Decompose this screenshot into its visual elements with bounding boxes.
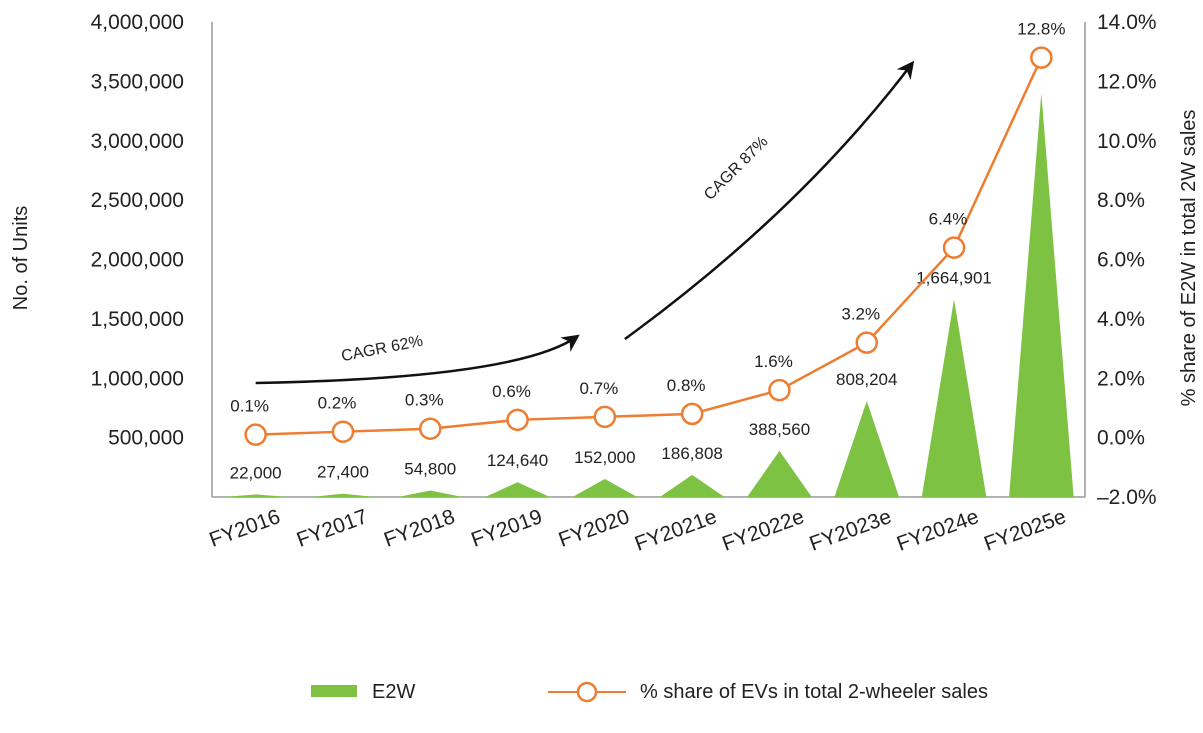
- y2-tick-label: 4.0%: [1097, 308, 1145, 331]
- y-tick-label: 1,000,000: [91, 367, 184, 390]
- cagr-87-arrow: [624, 60, 915, 341]
- e2w-bar: [747, 450, 812, 497]
- share-data-label: 0.6%: [492, 382, 531, 401]
- e2w-bar: [223, 494, 288, 497]
- share-data-label: 12.8%: [1017, 20, 1065, 39]
- y-tick-label: 3,500,000: [91, 70, 184, 93]
- e2w-bar: [397, 490, 463, 497]
- e2w-data-label: 388,560: [749, 420, 810, 439]
- x-tick-label: FY2025e: [981, 505, 1069, 556]
- share-point: [593, 405, 617, 429]
- y2-tick-label: 0.0%: [1097, 427, 1145, 450]
- e2w-data-label: 808,204: [836, 370, 897, 389]
- e2w-data-label: 124,640: [487, 451, 548, 470]
- y-tick-label: 2,500,000: [91, 189, 184, 212]
- y2-axis-title: % share of E2W in total 2W sales: [1178, 110, 1200, 407]
- e2w-bar: [834, 401, 900, 497]
- y-tick-label: 4,000,000: [91, 11, 184, 34]
- share-data-label: 0.8%: [667, 376, 706, 395]
- legend-marker-share: [576, 681, 598, 703]
- e2w-data-label: 152,000: [574, 448, 635, 467]
- e2w-data-label: 54,800: [404, 459, 456, 478]
- share-point: [768, 378, 791, 402]
- share-point: [1030, 46, 1053, 69]
- share-data-label: 1.6%: [754, 352, 793, 371]
- x-tick-label: FY2022e: [719, 505, 807, 556]
- legend-swatch-e2w: [311, 685, 357, 697]
- share-point: [680, 402, 704, 426]
- share-data-label: 0.7%: [579, 379, 618, 398]
- share-data-label: 6.4%: [929, 210, 968, 229]
- y2-tick-label: –2.0%: [1097, 486, 1157, 509]
- x-tick-label: FY2019: [468, 505, 545, 552]
- y2-tick-label: 10.0%: [1097, 130, 1157, 153]
- e2w-bar: [572, 478, 638, 497]
- y2-tick-label: 12.0%: [1097, 70, 1157, 93]
- y-axis-title: No. of Units: [10, 206, 32, 310]
- e2w-bar: [1009, 93, 1074, 497]
- e2w-bar: [921, 299, 987, 497]
- x-tick-label: FY2023e: [806, 505, 894, 556]
- share-point: [331, 420, 355, 443]
- share-point: [855, 331, 878, 354]
- share-line: [255, 57, 1043, 436]
- legend: E2W % share of EVs in total 2-wheeler sa…: [311, 681, 988, 703]
- e2w-data-label: 27,400: [317, 463, 369, 482]
- e2w-data-label: 186,808: [661, 444, 722, 463]
- x-tick-label: FY2016: [206, 505, 283, 552]
- y-tick-label: 500,000: [108, 427, 184, 450]
- y-tick-label: 2,000,000: [91, 249, 184, 272]
- x-tick-label: FY2024e: [894, 505, 982, 556]
- share-data-label: 3.2%: [841, 305, 880, 324]
- share-point: [419, 417, 442, 440]
- y-tick-label: 3,000,000: [91, 130, 184, 153]
- x-tick-label: FY2017: [294, 505, 371, 552]
- share-data-label: 0.2%: [318, 394, 357, 413]
- x-tick-label: FY2020: [556, 505, 633, 552]
- e2w-bar: [310, 493, 376, 497]
- y-tick-label: 1,500,000: [91, 308, 184, 331]
- e2w-data-label: 1,664,901: [916, 268, 992, 287]
- share-point: [942, 236, 966, 259]
- e2w-data-label: 22,000: [230, 463, 282, 482]
- y2-tick-label: 6.0%: [1097, 249, 1145, 272]
- e2w-bar: [485, 482, 550, 497]
- x-tick-label: FY2018: [381, 505, 458, 552]
- x-tick-label: FY2021e: [632, 505, 720, 556]
- e2w-bar: [659, 474, 725, 497]
- share-data-label: 0.3%: [405, 391, 444, 410]
- share-point: [506, 408, 529, 432]
- cagr-87-label: CAGR 87%: [701, 133, 772, 204]
- cagr-62-label: CAGR 62%: [340, 333, 424, 365]
- legend-label-e2w: E2W: [372, 681, 415, 703]
- cagr-62-arrow: [255, 334, 580, 385]
- y2-tick-label: 2.0%: [1097, 367, 1145, 390]
- y2-tick-label: 8.0%: [1097, 189, 1145, 212]
- share-data-label: 0.1%: [230, 397, 269, 416]
- y2-tick-label: 14.0%: [1097, 11, 1157, 34]
- share-point: [244, 423, 267, 446]
- legend-label-share: % share of EVs in total 2-wheeler sales: [640, 681, 988, 703]
